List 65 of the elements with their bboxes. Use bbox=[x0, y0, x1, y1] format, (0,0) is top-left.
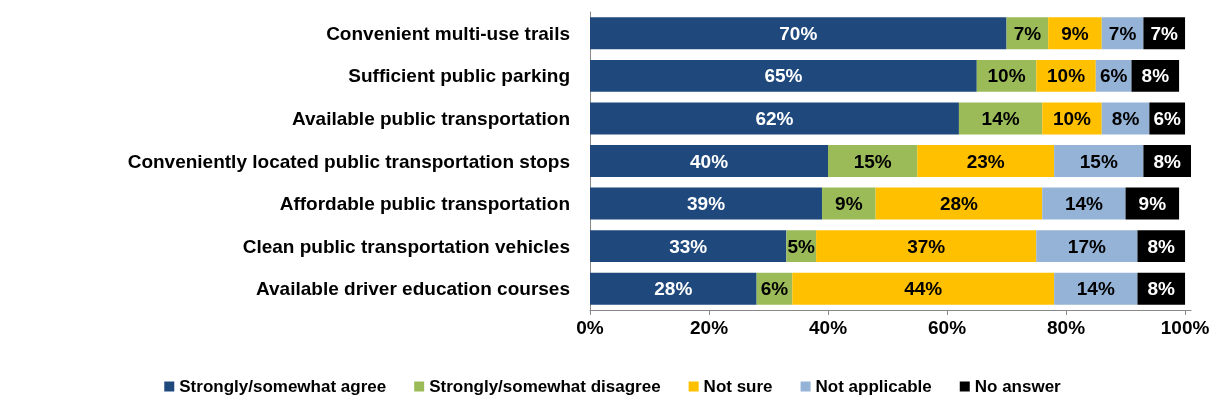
data-label: 62% bbox=[755, 107, 794, 129]
bar bbox=[590, 59, 977, 92]
data-label: 6% bbox=[1153, 107, 1182, 129]
data-label: 14% bbox=[1064, 193, 1104, 215]
data-label: 39% bbox=[687, 193, 726, 215]
data-label: 23% bbox=[966, 150, 1005, 172]
data-label: 44% bbox=[904, 278, 943, 300]
data-label: 33% bbox=[669, 235, 708, 257]
data-label: 8% bbox=[1111, 107, 1140, 129]
y-tick-label: Affordable public transportation bbox=[279, 193, 570, 215]
legend-label: Strongly/somewhat agree bbox=[179, 377, 387, 396]
data-label: 8% bbox=[1147, 278, 1176, 300]
y-tick-label: Sufficient public parking bbox=[348, 65, 570, 87]
bar bbox=[590, 272, 757, 305]
data-label: 8% bbox=[1153, 150, 1182, 172]
data-label: 15% bbox=[853, 150, 892, 172]
data-label: 10% bbox=[1047, 65, 1086, 87]
data-label: 28% bbox=[939, 193, 979, 215]
data-label: 10% bbox=[1052, 107, 1092, 129]
bar bbox=[590, 230, 787, 263]
bar bbox=[875, 187, 1043, 220]
y-tick-label: Convenient multi-use trails bbox=[326, 22, 570, 44]
bar bbox=[590, 102, 959, 135]
legend-label: Not applicable bbox=[815, 377, 932, 396]
data-label: 8% bbox=[1141, 65, 1170, 87]
data-label: 10% bbox=[987, 65, 1026, 87]
data-label: 14% bbox=[1076, 278, 1115, 300]
y-tick-label: Available public transportation bbox=[291, 107, 570, 129]
data-label: 7% bbox=[1013, 22, 1042, 44]
x-tick-label: 0% bbox=[576, 317, 604, 338]
bar bbox=[792, 272, 1055, 305]
x-tick-label: 60% bbox=[928, 317, 967, 338]
bar bbox=[816, 230, 1037, 263]
x-tick-label: 40% bbox=[809, 317, 848, 338]
data-label: 7% bbox=[1108, 22, 1137, 44]
data-label: 9% bbox=[1138, 193, 1167, 215]
x-tick-label: 20% bbox=[689, 317, 729, 338]
data-label: 70% bbox=[779, 22, 818, 44]
data-label: 14% bbox=[981, 107, 1020, 129]
data-label: 9% bbox=[1061, 22, 1089, 44]
data-label: 40% bbox=[689, 150, 729, 172]
legend-label: Strongly/somewhat disagree bbox=[429, 377, 661, 396]
bar bbox=[590, 145, 829, 177]
data-label: 8% bbox=[1147, 235, 1176, 257]
data-label: 7% bbox=[1150, 22, 1179, 44]
data-label: 6% bbox=[1099, 65, 1128, 87]
y-tick-label: Clean public transportation vehicles bbox=[242, 235, 570, 257]
x-tick-label: 80% bbox=[1047, 317, 1086, 338]
data-label: 37% bbox=[907, 235, 946, 257]
bar bbox=[590, 17, 1007, 50]
data-label: 17% bbox=[1067, 235, 1106, 257]
bar bbox=[1036, 230, 1138, 263]
data-label: 15% bbox=[1079, 150, 1118, 172]
data-label: 6% bbox=[760, 278, 789, 300]
legend-label: No answer bbox=[974, 377, 1062, 396]
data-label: 28% bbox=[654, 278, 693, 300]
y-tick-label: Conveniently located public transportation stops bbox=[127, 150, 570, 172]
legend-label: Not sure bbox=[703, 377, 773, 396]
data-label: 5% bbox=[787, 235, 816, 257]
bar bbox=[590, 187, 823, 220]
data-label: 9% bbox=[835, 193, 863, 215]
y-tick-label: Available driver education courses bbox=[256, 278, 570, 300]
x-tick-label: 100% bbox=[1160, 317, 1210, 338]
data-label: 65% bbox=[764, 65, 803, 87]
bar bbox=[917, 145, 1055, 177]
